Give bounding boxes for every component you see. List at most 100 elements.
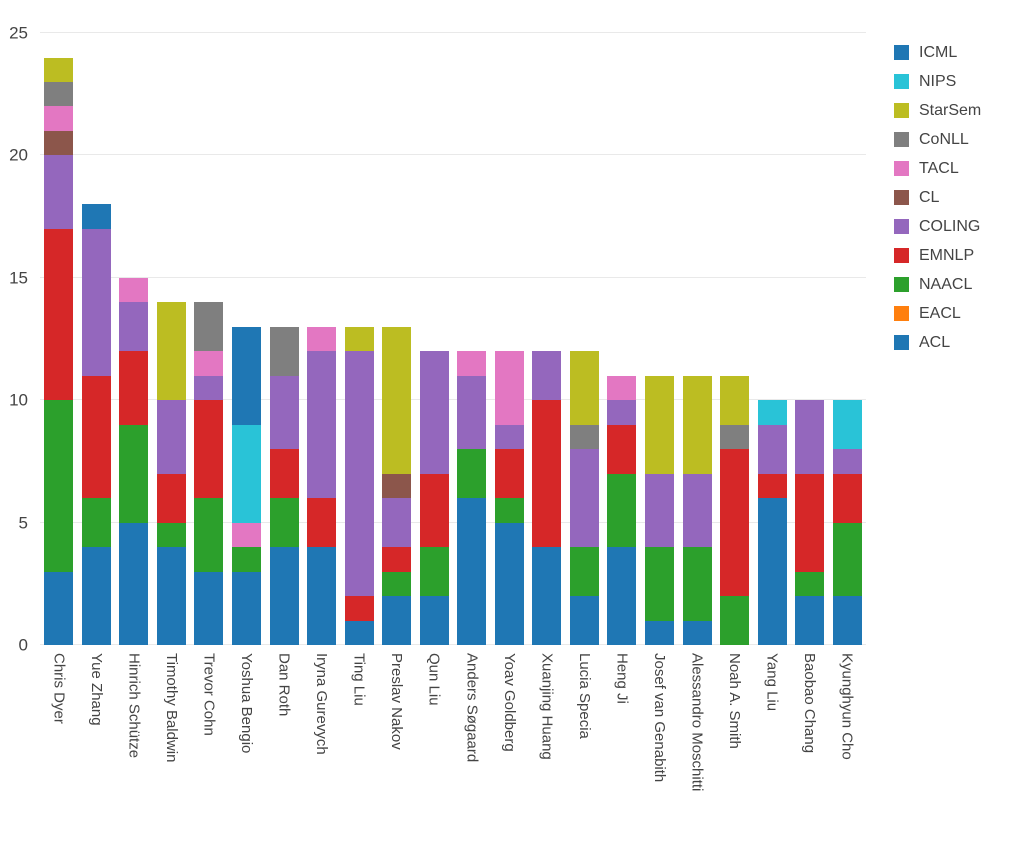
bar-segment[interactable] [532, 351, 562, 401]
bar-segment[interactable] [344, 351, 374, 597]
bar-segment[interactable] [494, 449, 524, 499]
bar-segment[interactable] [81, 204, 111, 229]
bar-segment[interactable] [194, 571, 224, 645]
bar-segment[interactable] [269, 375, 299, 450]
bar-segment[interactable] [81, 228, 111, 376]
bar-segment[interactable] [44, 106, 74, 131]
bar-segment[interactable] [232, 424, 261, 523]
bar-segment[interactable] [44, 130, 74, 156]
bar-segment[interactable] [494, 424, 524, 450]
bar-segment[interactable] [269, 547, 299, 645]
bar-segment[interactable] [44, 82, 74, 107]
bar-segment[interactable] [457, 498, 487, 645]
bar-segment[interactable] [457, 375, 487, 450]
legend-item-acl[interactable]: ACL [894, 328, 981, 357]
bar-segment[interactable] [194, 498, 224, 572]
bar-segment[interactable] [44, 228, 74, 401]
bar-segment[interactable] [419, 351, 449, 474]
bar-segment[interactable] [645, 620, 674, 645]
bar-segment[interactable] [382, 498, 412, 548]
bar-segment[interactable] [269, 326, 299, 376]
bar-segment[interactable] [795, 400, 825, 474]
bar-segment[interactable] [645, 547, 674, 621]
bar-segment[interactable] [757, 400, 787, 425]
bar-segment[interactable] [607, 547, 637, 645]
bar-segment[interactable] [382, 547, 412, 572]
bar-segment[interactable] [382, 473, 412, 499]
bar-segment[interactable] [81, 375, 111, 499]
bar-segment[interactable] [382, 326, 412, 474]
bar-segment[interactable] [569, 351, 599, 425]
bar-segment[interactable] [81, 547, 111, 645]
bar-segment[interactable] [494, 498, 524, 523]
legend-item-icml[interactable]: ICML [894, 38, 981, 67]
bar-segment[interactable] [757, 473, 787, 499]
bar-segment[interactable] [307, 547, 337, 645]
bar-segment[interactable] [156, 473, 186, 523]
bar-segment[interactable] [419, 473, 449, 548]
bar-segment[interactable] [344, 620, 374, 645]
bar-segment[interactable] [720, 375, 750, 425]
legend-item-eacl[interactable]: EACL [894, 299, 981, 328]
bar-segment[interactable] [569, 596, 599, 645]
bar-segment[interactable] [119, 351, 149, 425]
bar-segment[interactable] [720, 596, 750, 645]
bar-segment[interactable] [232, 547, 261, 572]
bar-segment[interactable] [720, 449, 750, 597]
bar-segment[interactable] [795, 571, 825, 597]
bar-segment[interactable] [832, 400, 862, 450]
bar-segment[interactable] [269, 449, 299, 499]
bar-segment[interactable] [457, 351, 487, 376]
bar-segment[interactable] [344, 326, 374, 352]
bar-segment[interactable] [119, 424, 149, 523]
bar-segment[interactable] [607, 424, 637, 474]
bar-segment[interactable] [44, 57, 74, 82]
bar-segment[interactable] [194, 351, 224, 376]
bar-segment[interactable] [720, 424, 750, 450]
bar-segment[interactable] [194, 375, 224, 401]
bar-segment[interactable] [682, 375, 712, 474]
bar-segment[interactable] [645, 473, 674, 548]
bar-segment[interactable] [682, 547, 712, 621]
bar-segment[interactable] [119, 522, 149, 645]
legend-item-coling[interactable]: COLING [894, 212, 981, 241]
legend-item-emnlp[interactable]: EMNLP [894, 241, 981, 270]
bar-segment[interactable] [682, 620, 712, 645]
legend-item-naacl[interactable]: NAACL [894, 270, 981, 299]
bar-segment[interactable] [682, 473, 712, 548]
bar-segment[interactable] [457, 449, 487, 499]
bar-segment[interactable] [119, 277, 149, 303]
bar-segment[interactable] [232, 571, 261, 645]
bar-segment[interactable] [382, 596, 412, 645]
bar-segment[interactable] [156, 547, 186, 645]
bar-segment[interactable] [81, 498, 111, 548]
bar-segment[interactable] [607, 400, 637, 425]
bar-segment[interactable] [795, 596, 825, 645]
bar-segment[interactable] [607, 473, 637, 548]
bar-segment[interactable] [419, 547, 449, 597]
bar-segment[interactable] [307, 351, 337, 499]
bar-segment[interactable] [569, 424, 599, 450]
bar-segment[interactable] [757, 424, 787, 474]
bar-segment[interactable] [44, 571, 74, 645]
bar-segment[interactable] [156, 522, 186, 548]
bar-segment[interactable] [307, 498, 337, 548]
bar-segment[interactable] [307, 326, 337, 352]
bar-segment[interactable] [795, 473, 825, 572]
bar-segment[interactable] [44, 155, 74, 229]
bar-segment[interactable] [832, 522, 862, 597]
bar-segment[interactable] [269, 498, 299, 548]
bar-segment[interactable] [44, 400, 74, 572]
bar-segment[interactable] [532, 547, 562, 645]
bar-segment[interactable] [156, 400, 186, 474]
bar-segment[interactable] [569, 547, 599, 597]
bar-segment[interactable] [757, 498, 787, 645]
bar-segment[interactable] [494, 522, 524, 645]
bar-segment[interactable] [532, 400, 562, 548]
bar-segment[interactable] [645, 375, 674, 474]
bar-segment[interactable] [194, 302, 224, 352]
bar-segment[interactable] [194, 400, 224, 499]
legend-item-cl[interactable]: CL [894, 183, 981, 212]
bar-segment[interactable] [232, 326, 261, 425]
legend-item-tacl[interactable]: TACL [894, 154, 981, 183]
